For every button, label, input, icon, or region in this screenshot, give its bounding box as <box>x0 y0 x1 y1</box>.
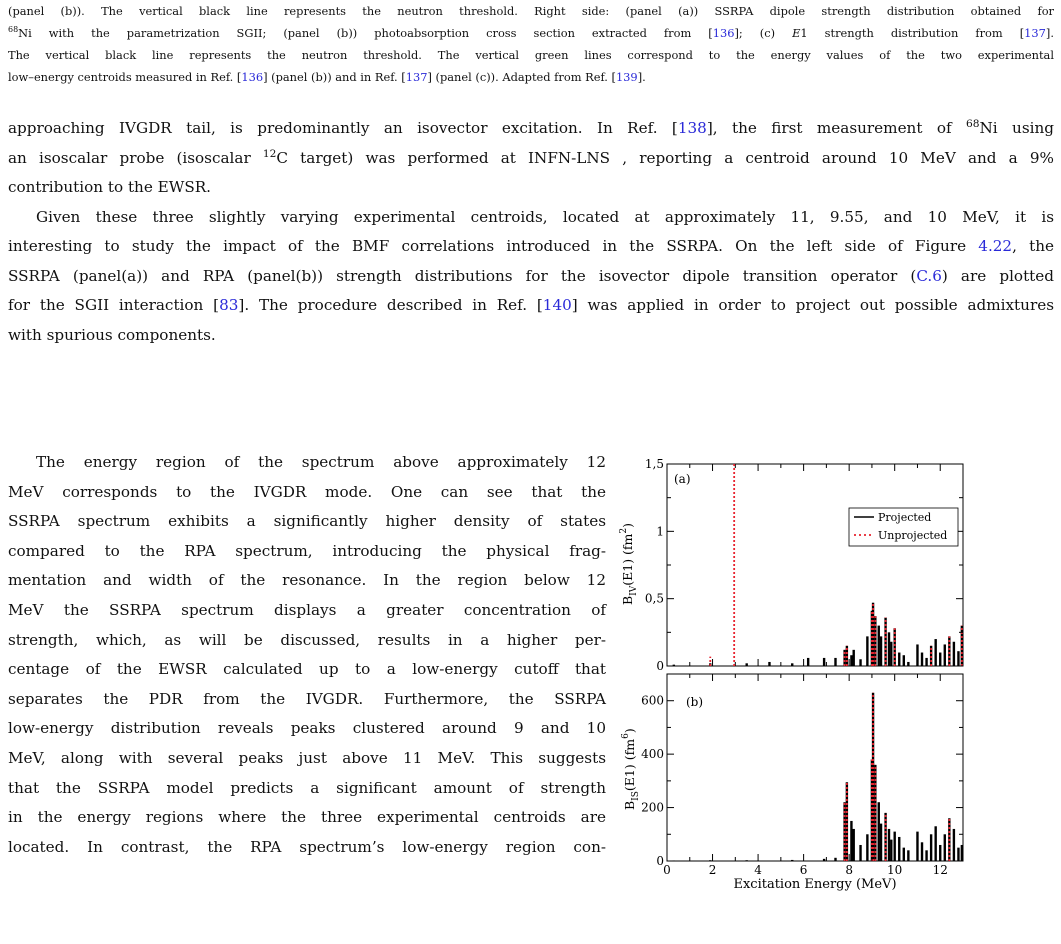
body-text-top: approaching IVGDR tail, is predominantly… <box>8 114 1054 350</box>
equation-ref-link[interactable]: C.6 <box>916 266 942 285</box>
figure-caption: (panel (b)). The vertical black line rep… <box>8 0 1054 88</box>
panel-b-label: (b) <box>686 695 703 709</box>
y-tick-label: 200 <box>641 801 664 815</box>
figure-svg: (a) 0 0,5 1 1,5 BIV(E1) (fm2) Projected Unp… <box>619 457 964 892</box>
y-tick-label: 400 <box>641 747 664 761</box>
x-tick-label: 0 <box>663 863 671 877</box>
panel-a-frame <box>666 463 964 667</box>
y-tick-label: 1 <box>656 524 664 538</box>
legend-unprojected-label: Unprojected <box>878 529 947 542</box>
caption-line: 68Ni with the parametrization SGII; (pan… <box>8 25 1054 40</box>
y-tick-label: 0,5 <box>645 592 664 606</box>
text-line: with spurious components. <box>8 325 216 344</box>
text-line: in the energy regions where the three ex… <box>8 808 606 827</box>
text-line: located. In contrast, the RPA spectrum’s… <box>8 837 606 856</box>
text-line: interesting to study the impact of the B… <box>8 237 1055 255</box>
text-line: MeV corresponds to the IVGDR mode. One c… <box>8 482 606 501</box>
text-line: MeV the SSRPA spectrum displays a greate… <box>8 600 606 619</box>
text-line: approaching IVGDR tail, is predominantly… <box>8 116 1054 137</box>
x-tick-label: 4 <box>754 863 762 877</box>
legend-projected-label: Projected <box>878 511 931 524</box>
citation-link[interactable]: 83 <box>219 296 239 314</box>
text-line: an isoscalar probe (isoscalar 12C target… <box>8 146 1054 167</box>
y-tick-label: 1,5 <box>645 457 664 471</box>
citation-link[interactable]: 138 <box>677 119 707 137</box>
citation-link[interactable]: 136 <box>241 70 264 84</box>
text-line: mentation and width of the resonance. In… <box>8 571 606 590</box>
figure-ref-link[interactable]: 4.22 <box>978 237 1013 255</box>
text-line: strength, which, as will be discussed, r… <box>8 630 606 649</box>
figure-strength-distributions: (a) 0 0,5 1 1,5 BIV(E1) (fm2) Projected Unp… <box>612 450 1060 894</box>
citation-link[interactable]: 139 <box>615 70 638 84</box>
citation-link[interactable]: 136 <box>712 26 735 40</box>
panel-a-ylabel: BIV(E1) (fm2) <box>619 523 639 605</box>
text-line: The energy region of the spectrum above … <box>36 453 606 471</box>
legend-box <box>848 507 959 547</box>
citation-link[interactable]: 140 <box>542 296 572 314</box>
x-tick-label: 2 <box>709 863 717 877</box>
x-axis-label: Excitation Energy (MeV) <box>733 877 896 892</box>
caption-line: (panel (b)). The vertical black line rep… <box>8 4 1054 18</box>
text-line: centage of the EWSR calculated up to a l… <box>8 660 606 679</box>
panel-b-ylabel: BIS(E1) (fm6) <box>621 728 641 810</box>
y-tick-label: 0 <box>656 659 664 673</box>
legend: Projected Unprojected <box>848 507 959 547</box>
text-line: compared to the RPA spectrum, introducin… <box>8 541 606 560</box>
x-tick-label: 6 <box>800 863 808 877</box>
text-line: Given these three slightly varying exper… <box>36 207 1054 226</box>
y-tick-label: 600 <box>641 694 664 708</box>
caption-line: low–energy centroids measured in Ref. [1… <box>8 70 646 84</box>
text-line: SSRPA (panel(a)) and RPA (panel(b)) stre… <box>8 266 1054 285</box>
panel-a-label: (a) <box>674 472 691 486</box>
panel-b-frame <box>666 673 964 862</box>
caption-line: The vertical black line represents the n… <box>8 48 1054 62</box>
text-line: MeV, along with several peaks just above… <box>8 748 606 767</box>
text-line: SSRPA spectrum exhibits a significantly … <box>8 512 606 531</box>
text-line: separates the PDR from the IVGDR. Furthe… <box>8 689 606 708</box>
x-tick-label: 8 <box>845 863 853 877</box>
text-line: for the SGII interaction [83]. The proce… <box>8 296 1054 314</box>
body-text-left: The energy region of the spectrum above … <box>8 448 606 862</box>
x-tick-label: 12 <box>933 863 948 877</box>
text-line: that the SSRPA model predicts a signific… <box>8 778 606 797</box>
citation-link[interactable]: 137 <box>1024 26 1046 40</box>
y-tick-label: 0 <box>656 854 664 868</box>
citation-link[interactable]: 137 <box>405 70 428 84</box>
x-tick-label: 10 <box>887 863 902 877</box>
text-line: low-energy distribution reveals peaks cl… <box>8 719 606 738</box>
text-line: contribution to the EWSR. <box>8 178 212 196</box>
